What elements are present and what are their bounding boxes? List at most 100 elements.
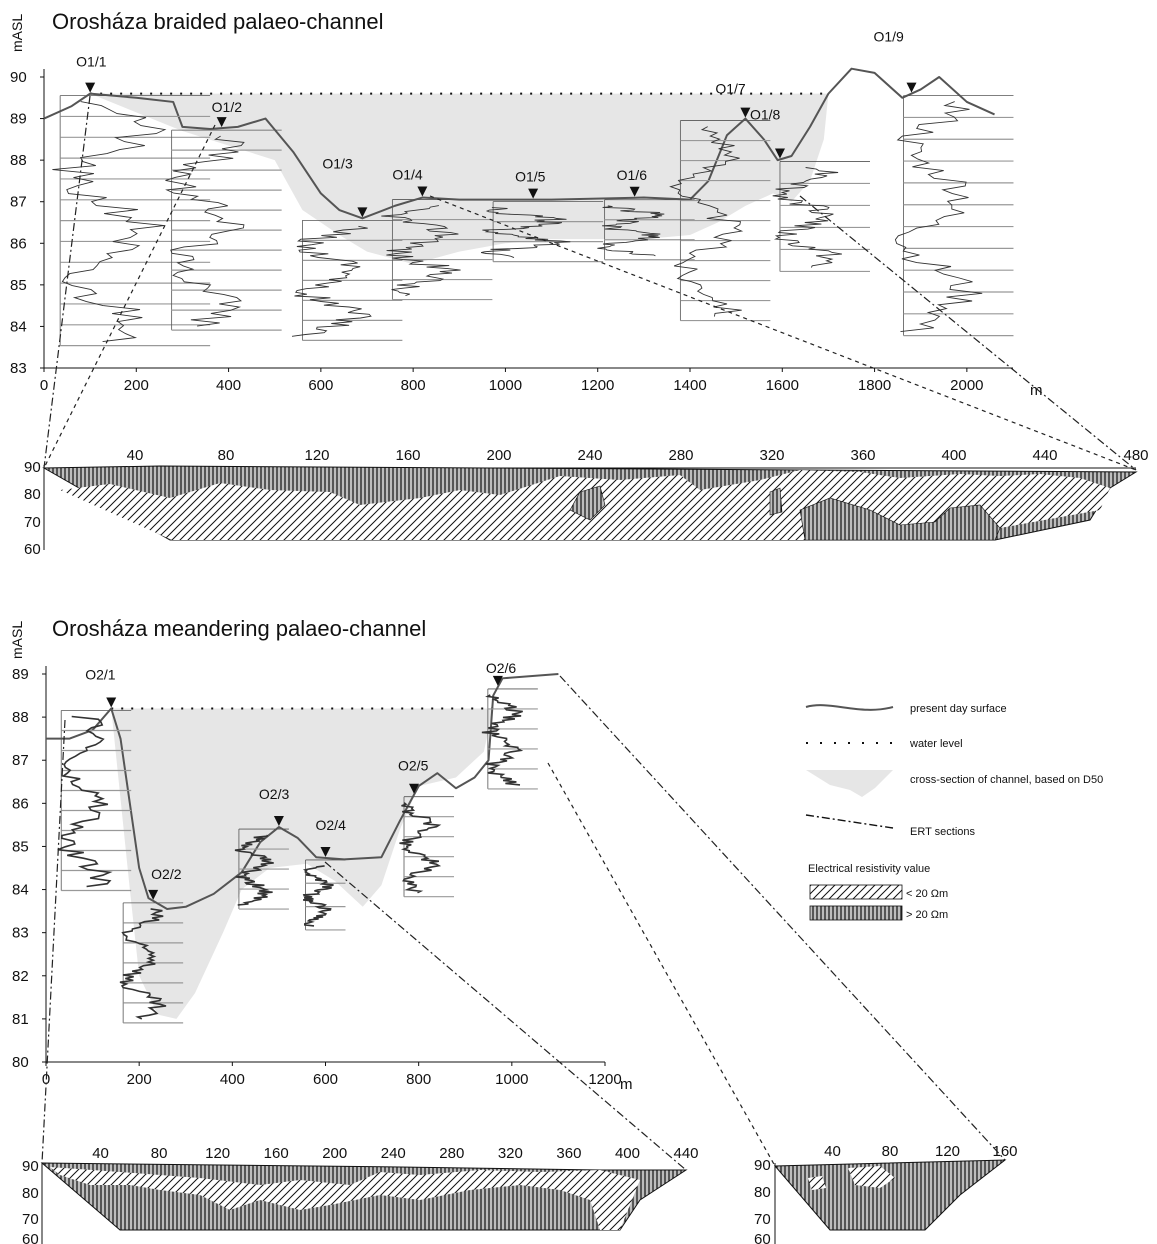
ert-x-tick-label: 200 [486,447,511,464]
grain-size-curve [165,135,245,327]
borehole-label: O1/8 [750,106,781,122]
borehole-label: O1/2 [212,99,243,115]
y-tick-label: 88 [12,709,29,726]
y-tick-label: 81 [12,1011,29,1028]
ert-x-tick-label: 360 [556,1145,581,1162]
ert3-y70: 70 [754,1211,771,1228]
borehole-marker [417,186,428,197]
ert2-y80: 80 [22,1185,39,1202]
braided-xlabel: m [1030,382,1043,399]
y-tick-label: 89 [12,666,29,683]
ert-braided: 90 80 70 60 40 80 120 160 200 240 280 320 360 400… [24,447,1149,558]
ert-connector-lines [41,95,1137,1171]
borehole-marker [906,82,917,93]
x-tick-label: 1800 [858,377,891,394]
ert3-connector-right [559,675,1006,1161]
ert-x-tick-label: 120 [935,1143,960,1160]
meander-borehole-logs [57,688,538,1024]
ert-x-tick-label: 40 [92,1145,109,1162]
ert-braided-high-lens-3 [799,497,1001,541]
x-tick-label: 1200 [588,1071,621,1088]
borehole-marker [629,186,640,197]
y-tick-label: 90 [10,69,27,86]
x-tick-label: 800 [401,377,426,394]
ert-x-tick-label: 400 [615,1145,640,1162]
grain-size-curve [597,205,665,257]
ert1-y90: 90 [24,459,41,476]
x-tick-label: 400 [220,1071,245,1088]
y-tick-label: 87 [12,752,29,769]
ert-x-tick-label: 40 [824,1143,841,1160]
legend-low-resistivity-label: < 20 Ωm [906,888,948,900]
ert-x-tick-label: 80 [218,447,235,464]
legend-low-resistivity-symbol [809,884,903,900]
ert-small-low-lens-1 [848,1166,895,1188]
y-tick-label: 86 [12,795,29,812]
braided-borehole-logs [52,95,1014,347]
borehole-marker [492,675,503,686]
legend: present day surface water level cross-se… [805,703,1103,921]
legend-channel-symbol [806,770,893,797]
meander-borehole-markers: O2/1 O2/2 O2/3 O2/4 O2/5 O2/6 [85,660,516,900]
meander-title: Orosháza meandering palaeo-channel [52,616,426,641]
x-tick-label: 1400 [673,377,706,394]
ert-x-tick-label: 40 [127,447,144,464]
legend-high-resistivity-symbol [809,905,903,921]
grain-size-curve [894,101,983,333]
ert-braided-high-lens-2 [769,487,783,516]
ert-meander-small: 90 80 70 60 40 80 120 160 [754,1143,1018,1244]
ert-x-tick-label: 160 [395,447,420,464]
borehole-label: O2/4 [316,817,347,833]
ert2-y70: 70 [22,1211,39,1228]
braided-title: Orosháza braided palaeo-channel [52,9,383,34]
ert1-y80: 80 [24,486,41,503]
borehole-marker [740,107,751,118]
y-tick-label: 88 [10,152,27,169]
x-tick-label: 600 [313,1071,338,1088]
meander-xlabel: m [620,1076,633,1093]
y-tick-label: 89 [10,111,27,128]
ert-x-tick-label: 160 [992,1143,1017,1160]
meander-axes: 80 81 82 83 84 85 86 87 88 89 0 200 400 600 800 1000 120… [12,666,622,1088]
ert-x-tick-label: 80 [151,1145,168,1162]
ert-x-tick-label: 280 [668,447,693,464]
legend-ert-label: ERT sections [910,826,976,838]
braided-panel: Orosháza braided palaeo-channel mASL m 8… [9,9,1043,399]
braided-surface-line [43,67,995,220]
ert-x-tick-label: 160 [264,1145,289,1162]
ert3-y90: 90 [754,1157,771,1174]
legend-surface-label: present day surface [910,703,1007,715]
channel-cross-section [90,93,829,265]
y-tick-label: 85 [12,838,29,855]
ert-x-tick-label: 480 [1123,447,1148,464]
grain-size-curve [399,802,442,894]
grain-size-curve [481,694,524,786]
borehole-label: O2/5 [398,758,429,774]
x-tick-label: 800 [406,1071,431,1088]
braided-axes: 83 84 85 86 87 88 89 90 0 200 400 600 800 1000 1200 140… [10,69,1013,394]
ert2-connector-right [324,861,687,1171]
ert-braided-high-lens-1 [569,485,606,521]
channel-cross-section [111,708,494,1019]
borehole-label: O1/3 [322,155,353,171]
borehole-marker [409,783,420,794]
ert1-connector-right-2 [429,195,1137,471]
grain-size-curve [302,865,334,927]
borehole-label: O1/5 [515,169,546,185]
x-tick-label: 200 [127,1071,152,1088]
y-tick-label: 86 [10,235,27,252]
ert-x-tick-label: 320 [759,447,784,464]
ert1-connector-right [799,195,1137,471]
y-tick-label: 82 [12,968,29,985]
y-tick-label: 84 [12,882,29,899]
borehole-label: O1/1 [76,54,107,70]
ert2-connector-left [41,719,66,1164]
legend-high-resistivity-label: > 20 Ωm [906,909,948,921]
legend-resistivity-title: Electrical resistivity value [808,863,930,875]
grain-size-curve [57,715,113,888]
braided-channel-area [90,93,829,265]
meander-surface-line [46,673,559,910]
x-tick-label: 1200 [581,377,614,394]
ert-x-tick-label: 200 [322,1145,347,1162]
x-tick-label: 200 [124,377,149,394]
